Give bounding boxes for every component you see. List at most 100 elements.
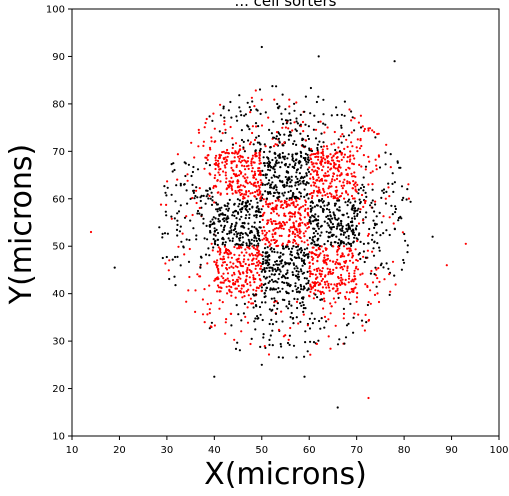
data-point <box>263 295 266 299</box>
data-point <box>245 242 248 245</box>
data-point <box>303 188 306 191</box>
data-point <box>209 325 212 328</box>
data-point <box>215 154 218 157</box>
data-point <box>286 341 290 345</box>
data-point <box>275 212 279 215</box>
data-point <box>208 312 211 315</box>
data-point <box>278 140 281 143</box>
data-point <box>259 190 262 193</box>
data-point <box>172 162 175 165</box>
data-point <box>290 254 294 257</box>
data-point <box>330 167 333 170</box>
data-point <box>236 341 239 344</box>
data-point <box>270 132 273 135</box>
data-point <box>343 153 346 156</box>
data-point <box>230 286 233 289</box>
data-point <box>276 251 279 254</box>
data-point <box>250 164 253 167</box>
data-point <box>244 217 247 220</box>
data-point <box>299 320 302 323</box>
data-point <box>251 205 254 208</box>
data-point <box>248 213 251 216</box>
data-point <box>234 265 237 268</box>
data-point <box>334 148 337 152</box>
data-point <box>238 157 241 160</box>
data-point <box>297 183 300 186</box>
data-point <box>324 158 327 161</box>
data-point <box>255 214 258 217</box>
data-point <box>356 183 359 186</box>
data-point <box>195 238 198 241</box>
data-point <box>385 262 388 265</box>
data-point <box>194 289 197 292</box>
data-point <box>219 180 222 183</box>
data-point <box>264 111 267 114</box>
data-point <box>304 139 307 142</box>
data-point <box>308 327 312 330</box>
data-point <box>291 247 294 250</box>
data-point <box>378 166 382 169</box>
data-point <box>245 233 248 236</box>
data-point <box>288 163 291 166</box>
data-point <box>288 105 291 108</box>
data-point <box>342 181 345 184</box>
data-point <box>287 190 290 194</box>
data-point <box>202 144 205 147</box>
data-point <box>303 195 306 198</box>
data-point <box>256 248 259 251</box>
data-point <box>219 213 222 216</box>
data-point <box>239 277 242 280</box>
data-point <box>336 289 339 292</box>
data-point <box>405 198 408 201</box>
data-point <box>323 220 326 223</box>
data-point <box>268 308 271 311</box>
data-point <box>298 236 302 239</box>
data-point <box>323 281 326 284</box>
data-point <box>356 268 360 271</box>
data-point <box>258 305 262 309</box>
data-point <box>286 243 289 246</box>
data-point <box>340 224 343 227</box>
data-point <box>165 214 168 217</box>
data-point <box>342 307 345 310</box>
data-point <box>340 220 343 223</box>
data-point <box>265 231 268 234</box>
data-point <box>264 270 267 273</box>
plot-frame <box>71 8 500 437</box>
data-point <box>276 143 279 146</box>
data-point <box>275 137 278 140</box>
data-point <box>238 199 241 202</box>
data-point <box>327 273 330 276</box>
data-point <box>374 200 377 203</box>
data-point <box>217 246 220 249</box>
data-point <box>322 200 325 203</box>
data-point <box>383 278 386 281</box>
x-tick-label: 50 <box>255 445 268 456</box>
data-point <box>263 267 266 270</box>
data-point <box>291 129 294 132</box>
data-point <box>308 275 312 278</box>
data-point <box>240 210 243 213</box>
data-point <box>322 154 325 157</box>
data-point <box>396 161 399 164</box>
data-point <box>216 159 220 162</box>
data-point <box>256 201 259 204</box>
data-point <box>295 316 298 319</box>
data-point <box>212 112 215 115</box>
data-point <box>299 166 302 169</box>
data-point <box>373 226 376 229</box>
data-point <box>326 240 329 243</box>
data-point <box>260 286 263 289</box>
data-point <box>264 277 267 280</box>
data-point <box>235 304 238 307</box>
data-point <box>212 216 215 219</box>
data-point <box>205 156 208 159</box>
data-point <box>303 262 306 266</box>
data-point <box>274 206 277 209</box>
data-point <box>89 230 93 234</box>
data-point <box>306 247 309 250</box>
data-point <box>235 164 238 167</box>
data-point <box>281 245 285 248</box>
data-point <box>228 180 231 183</box>
data-point <box>304 341 307 344</box>
